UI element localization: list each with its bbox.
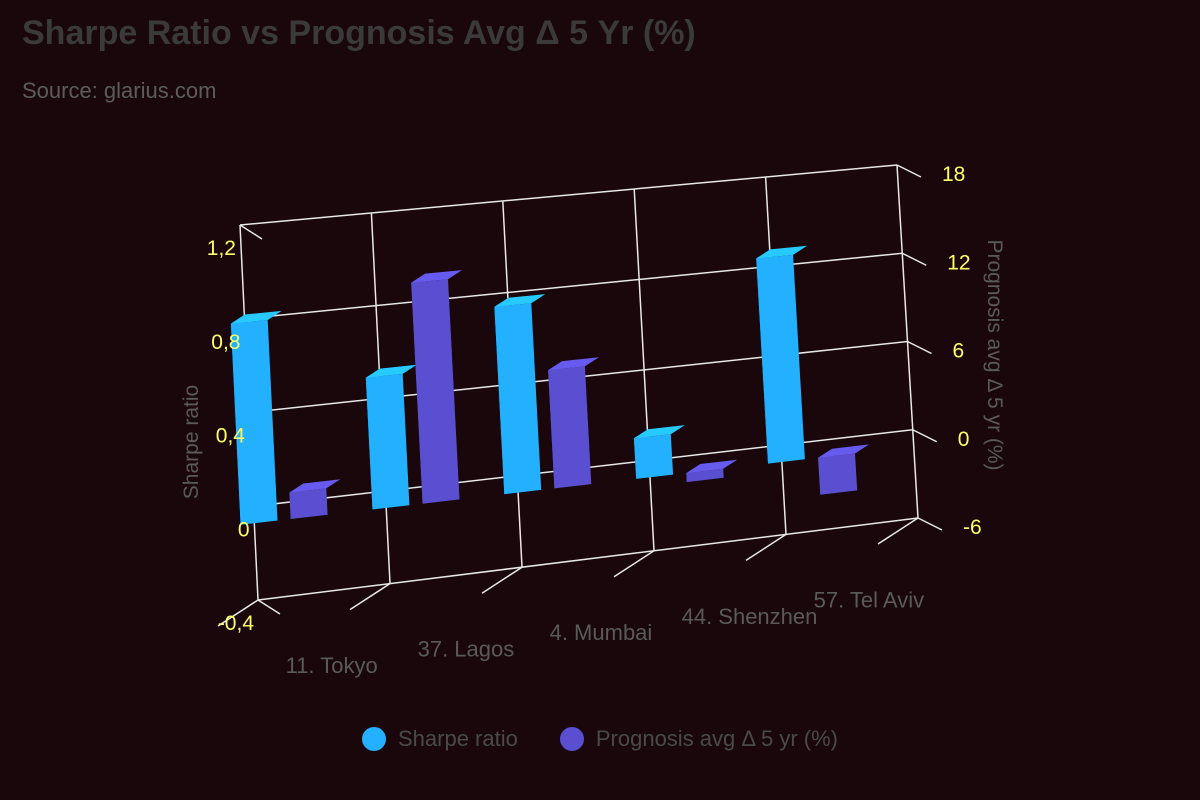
bar-prognosis [289, 479, 341, 519]
legend-swatch [559, 727, 584, 751]
bar-top-face [411, 270, 462, 283]
right-tick-mark [912, 429, 938, 443]
chart-labels: -0,4 0 0,4 0,8 1,2 -6 0 6 12 18 11. Tokyo 37. Lagos… [180, 163, 1006, 678]
bar-front-face [686, 468, 724, 483]
bar-top-face [756, 245, 808, 259]
legend-item-prognosis[interactable]: Prognosis avg Δ 5 yr (%) [559, 726, 838, 752]
bar-top-face [686, 459, 738, 474]
grid-line-floor [217, 599, 259, 627]
bar-prognosis [686, 459, 738, 483]
grid-line-horizontal [239, 164, 898, 226]
bar-front-face [494, 303, 542, 495]
category-label: 57. Tel Aviv [814, 587, 924, 612]
right-tick-mark [907, 340, 932, 355]
left-tick-label: 1,2 [207, 237, 236, 260]
left-tick-label: 0,4 [216, 425, 246, 448]
right-tick-label: 0 [958, 428, 970, 451]
right-tick-mark [896, 164, 922, 178]
bar-sharpe-ratio [756, 245, 808, 464]
grid-line-horizontal [257, 517, 919, 601]
bar-top-face [494, 294, 546, 307]
right-tick-label: 6 [953, 340, 965, 363]
chart-bars [230, 245, 869, 525]
y-axis-right-label: Prognosis avg Δ 5 yr (%) [983, 239, 1006, 470]
right-tick-mark [901, 252, 927, 266]
bar-top-face [548, 357, 599, 371]
grid-line-floor [613, 550, 655, 578]
bar-front-face [365, 373, 410, 510]
left-tick-mark [257, 599, 281, 615]
left-tick-label: 0 [238, 518, 250, 541]
grid-line-horizontal [244, 252, 903, 320]
bar-front-face [411, 279, 460, 504]
bar-top-face [818, 444, 869, 458]
left-tick-label: 0,8 [211, 331, 240, 354]
bar-front-face [756, 254, 805, 464]
bar-sharpe-ratio [230, 310, 282, 525]
left-tick-mark [239, 224, 263, 240]
chart-legend: Sharpe ratio Prognosis avg Δ 5 yr (%) [0, 726, 1200, 752]
bar-prognosis [548, 357, 599, 489]
bar-prognosis [818, 444, 869, 495]
bar-top-face [230, 310, 282, 324]
y-axis-left-label: Sharpe ratio [180, 385, 203, 499]
right-tick-label: 18 [942, 163, 965, 186]
bar-front-face [230, 320, 278, 525]
bar-top-face [365, 364, 417, 378]
grid-line-floor [877, 517, 919, 545]
category-label: 44. Shenzhen [682, 604, 818, 629]
category-label: 11. Tokyo [286, 653, 378, 678]
bar-front-face [289, 488, 328, 519]
bar-front-face [818, 453, 858, 495]
legend-swatch [362, 727, 386, 751]
legend-label: Sharpe ratio [398, 726, 518, 751]
right-tick-mark [917, 517, 943, 531]
chart-title: Sharpe Ratio vs Prognosis Avg Δ 5 Yr (%) [22, 14, 696, 52]
category-label: 37. Lagos [418, 637, 515, 662]
bar-sharpe-ratio [494, 294, 546, 495]
chart-subtitle: Source: glarius.com [22, 78, 217, 103]
bar-sharpe-ratio [633, 425, 685, 479]
grid-line-floor [349, 582, 391, 611]
bar-top-face [289, 479, 341, 493]
bar-sharpe-ratio [365, 364, 417, 510]
bar-prognosis [411, 270, 462, 504]
grid-line-floor [745, 533, 787, 562]
right-tick-label: -6 [963, 516, 982, 539]
legend-label: Prognosis avg Δ 5 yr (%) [595, 726, 838, 751]
right-tick-label: 12 [947, 251, 970, 274]
category-label: 4. Mumbai [550, 620, 653, 645]
left-tick-label: -0,4 [218, 612, 255, 635]
bar-front-face [633, 434, 674, 479]
legend-item-sharpe-ratio[interactable]: Sharpe ratio [362, 726, 518, 752]
bar-top-face [633, 425, 685, 439]
bar-front-face [548, 366, 592, 489]
grid-line-floor [481, 566, 523, 594]
